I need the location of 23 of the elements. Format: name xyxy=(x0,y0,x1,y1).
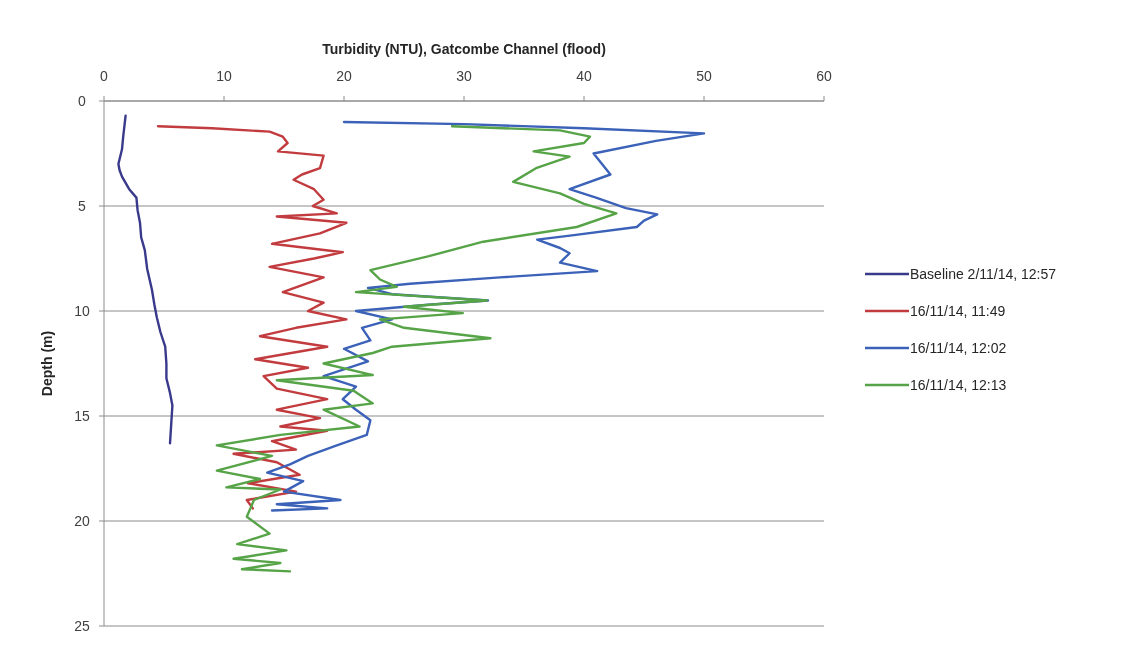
x-tick-label: 40 xyxy=(576,68,592,84)
y-tick-label: 20 xyxy=(74,513,90,529)
legend-label: 16/11/14, 12:02 xyxy=(910,340,1007,356)
x-tick-label: 30 xyxy=(456,68,472,84)
x-tick-label: 10 xyxy=(216,68,232,84)
legend-label: 16/11/14, 12:13 xyxy=(910,377,1007,393)
line-series xyxy=(156,125,348,510)
x-tick-label: 0 xyxy=(100,68,109,84)
line-series xyxy=(117,114,174,445)
line-series xyxy=(266,120,706,512)
y-tick-label: 10 xyxy=(74,303,90,319)
y-tick-label: 25 xyxy=(74,618,90,634)
x-tick-label: 60 xyxy=(816,68,832,84)
x-axis-title: Turbidity (NTU), Gatcombe Channel (flood) xyxy=(322,41,606,57)
x-tick-label: 20 xyxy=(336,68,352,84)
y-tick-label: 5 xyxy=(78,198,87,214)
y-tick-label: 0 xyxy=(78,93,87,109)
y-tick-label: 15 xyxy=(74,408,90,424)
x-tick-label: 50 xyxy=(696,68,712,84)
legend-label: 16/11/14, 11:49 xyxy=(910,303,1006,319)
line-series xyxy=(215,125,618,573)
y-axis-title: Depth (m) xyxy=(39,330,55,397)
legend-label: Baseline 2/11/14, 12:57 xyxy=(910,266,1057,282)
